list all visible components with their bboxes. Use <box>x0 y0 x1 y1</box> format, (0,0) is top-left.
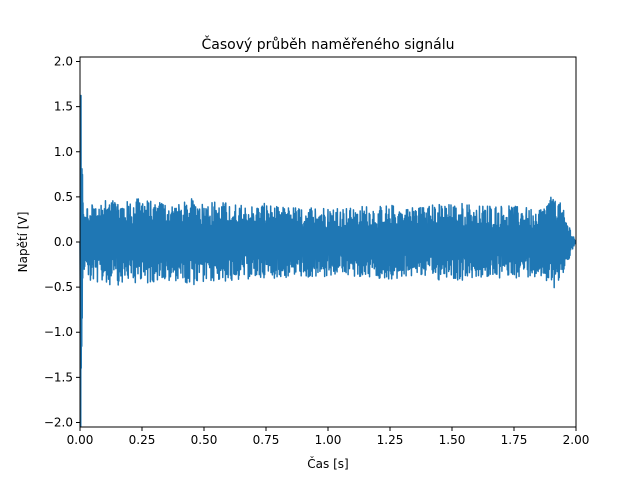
y-tick-label: 1.0 <box>54 145 73 159</box>
series-signal-line <box>79 94 577 428</box>
y-axis: −2.0 −1.5 −1.0 −0.5 0.0 0.5 1.0 1.5 2.0 <box>44 55 80 429</box>
x-tick-label: 1.25 <box>377 433 404 447</box>
x-tick-label: 0.75 <box>253 433 280 447</box>
y-tick-label: −0.5 <box>44 280 73 294</box>
y-tick-label: 1.5 <box>54 100 73 114</box>
y-tick-label: 0.0 <box>54 235 73 249</box>
y-tick-label: −2.0 <box>44 415 73 429</box>
x-axis-label: Čas [s] <box>307 456 348 471</box>
y-tick-label: −1.5 <box>44 370 73 384</box>
x-tick-label: 0.50 <box>191 433 218 447</box>
plot-area <box>79 94 577 428</box>
x-axis: 0.00 0.25 0.50 0.75 1.00 1.25 1.50 1.75 2.00 <box>67 427 590 447</box>
x-tick-label: 1.00 <box>315 433 342 447</box>
y-tick-label: −1.0 <box>44 325 73 339</box>
x-tick-label: 0.00 <box>67 433 94 447</box>
chart-title: Časový průběh naměřeného signálu <box>202 35 455 53</box>
y-axis-label: Napětí [V] <box>16 212 30 273</box>
y-tick-label: 2.0 <box>54 55 73 69</box>
x-tick-label: 1.75 <box>501 433 528 447</box>
y-tick-label: 0.5 <box>54 190 73 204</box>
x-tick-label: 2.00 <box>563 433 590 447</box>
x-tick-label: 1.50 <box>439 433 466 447</box>
x-tick-label: 0.25 <box>129 433 156 447</box>
